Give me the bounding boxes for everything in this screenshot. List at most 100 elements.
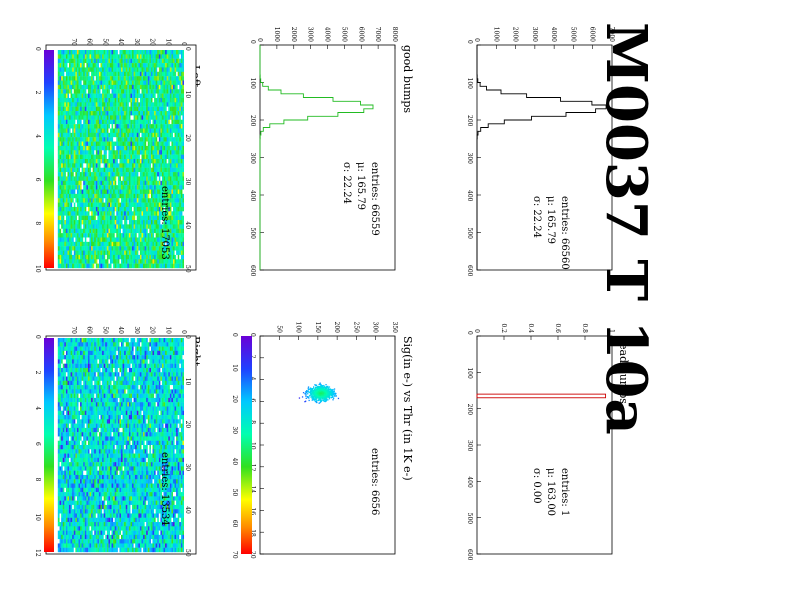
heatmap-cell	[152, 211, 154, 216]
heatmap-cell	[80, 107, 82, 112]
heatmap-cell	[141, 150, 143, 155]
heatmap-cell	[111, 59, 113, 64]
heatmap-cell	[69, 150, 71, 155]
heatmap-cell	[97, 203, 99, 208]
heatmap-cell	[154, 133, 156, 138]
heatmap-cell	[151, 89, 153, 94]
heatmap-cell	[130, 120, 132, 125]
heatmap-cell	[102, 181, 104, 186]
heatmap-cell	[154, 224, 156, 229]
heatmap-cell	[99, 229, 101, 234]
heatmap-cell	[92, 237, 94, 242]
heatmap-cell	[130, 72, 132, 77]
heatmap-cell	[64, 203, 66, 208]
heatmap-cell	[96, 98, 98, 103]
heatmap-cell	[59, 229, 61, 234]
heatmap-cell	[149, 159, 151, 164]
heatmap-cell	[75, 229, 77, 234]
heatmap-cell	[126, 216, 128, 221]
heatmap-cell	[157, 159, 159, 164]
heatmap-cell	[97, 98, 99, 103]
heatmap-cell	[72, 67, 74, 72]
heatmap-cell	[121, 155, 123, 160]
heatmap-cell	[102, 176, 104, 181]
heatmap-cell	[149, 176, 151, 181]
heatmap-cell	[102, 159, 104, 164]
heatmap-cell	[115, 59, 117, 64]
heatmap-cell	[85, 237, 87, 242]
heatmap-cell	[100, 237, 102, 242]
heatmap-cell	[129, 229, 131, 234]
heatmap-cell	[91, 89, 93, 94]
heatmap-cell	[108, 102, 110, 107]
heatmap-cell	[69, 120, 71, 125]
scatter-point	[314, 392, 315, 393]
heatmap-cell	[105, 172, 107, 177]
heatmap-cell	[137, 50, 139, 55]
heatmap-cell	[96, 259, 98, 264]
heatmap-cell	[173, 102, 175, 107]
heatmap-cell	[182, 176, 184, 181]
heatmap-cell	[94, 203, 96, 208]
heatmap-cell	[72, 120, 74, 125]
heatmap-cell	[80, 115, 82, 120]
heatmap-cell	[129, 251, 131, 256]
heatmap-cell	[154, 98, 156, 103]
heatmap-cell	[154, 50, 156, 55]
heatmap-cell	[141, 176, 143, 181]
scatter-point	[317, 386, 318, 387]
heatmap-cell	[141, 115, 143, 120]
heatmap-cell	[100, 107, 102, 112]
heatmap-cell	[80, 128, 82, 133]
heatmap-cell	[81, 115, 83, 120]
heatmap-cell	[144, 242, 146, 247]
heatmap-cell	[179, 111, 181, 116]
heatmap-cell	[74, 111, 76, 116]
heatmap-cell	[165, 72, 167, 77]
heatmap-cell	[121, 246, 123, 251]
heatmap-cell	[61, 216, 63, 221]
heatmap-cell	[163, 137, 165, 142]
heatmap-cell	[85, 89, 87, 94]
heatmap-cell	[70, 259, 72, 264]
heatmap-cell	[66, 181, 68, 186]
heatmap-cell	[121, 67, 123, 72]
heatmap-cell	[81, 251, 83, 256]
heatmap-cell	[72, 137, 74, 142]
heatmap-cell	[118, 185, 120, 190]
scatter-point	[326, 390, 327, 391]
heatmap-cell	[160, 76, 162, 81]
heatmap-cell	[72, 107, 74, 112]
heatmap-cell	[94, 102, 96, 107]
heatmap-cell	[152, 89, 154, 94]
heatmap-cell	[85, 124, 87, 129]
heatmap-cell	[96, 133, 98, 138]
heatmap-cell	[129, 159, 131, 164]
heatmap-cell	[141, 137, 143, 142]
heatmap-cell	[94, 59, 96, 64]
heatmap-cell	[102, 163, 104, 168]
heatmap-cell	[140, 159, 142, 164]
heatmap-cell	[115, 142, 117, 147]
scatter-point	[303, 392, 304, 393]
heatmap-cell	[92, 107, 94, 112]
heatmap-cell	[176, 137, 178, 142]
heatmap-cell	[111, 98, 113, 103]
heatmap-cell	[132, 185, 134, 190]
heatmap-cell	[168, 172, 170, 177]
heatmap-cell	[115, 233, 117, 238]
heatmap-cell	[182, 255, 184, 260]
heatmap-cell	[146, 216, 148, 221]
heatmap-cell	[64, 237, 66, 242]
heatmap-cell	[89, 246, 91, 251]
heatmap-cell	[127, 150, 129, 155]
heatmap-cell	[83, 107, 85, 112]
heatmap-cell	[99, 72, 101, 77]
heatmap-cell	[166, 63, 168, 68]
scatter-point	[328, 395, 329, 396]
heatmap-cell	[81, 242, 83, 247]
heatmap-cell	[163, 72, 165, 77]
heatmap-cell	[176, 146, 178, 151]
heatmap-cell	[144, 120, 146, 125]
heatmap-cell	[74, 81, 76, 86]
